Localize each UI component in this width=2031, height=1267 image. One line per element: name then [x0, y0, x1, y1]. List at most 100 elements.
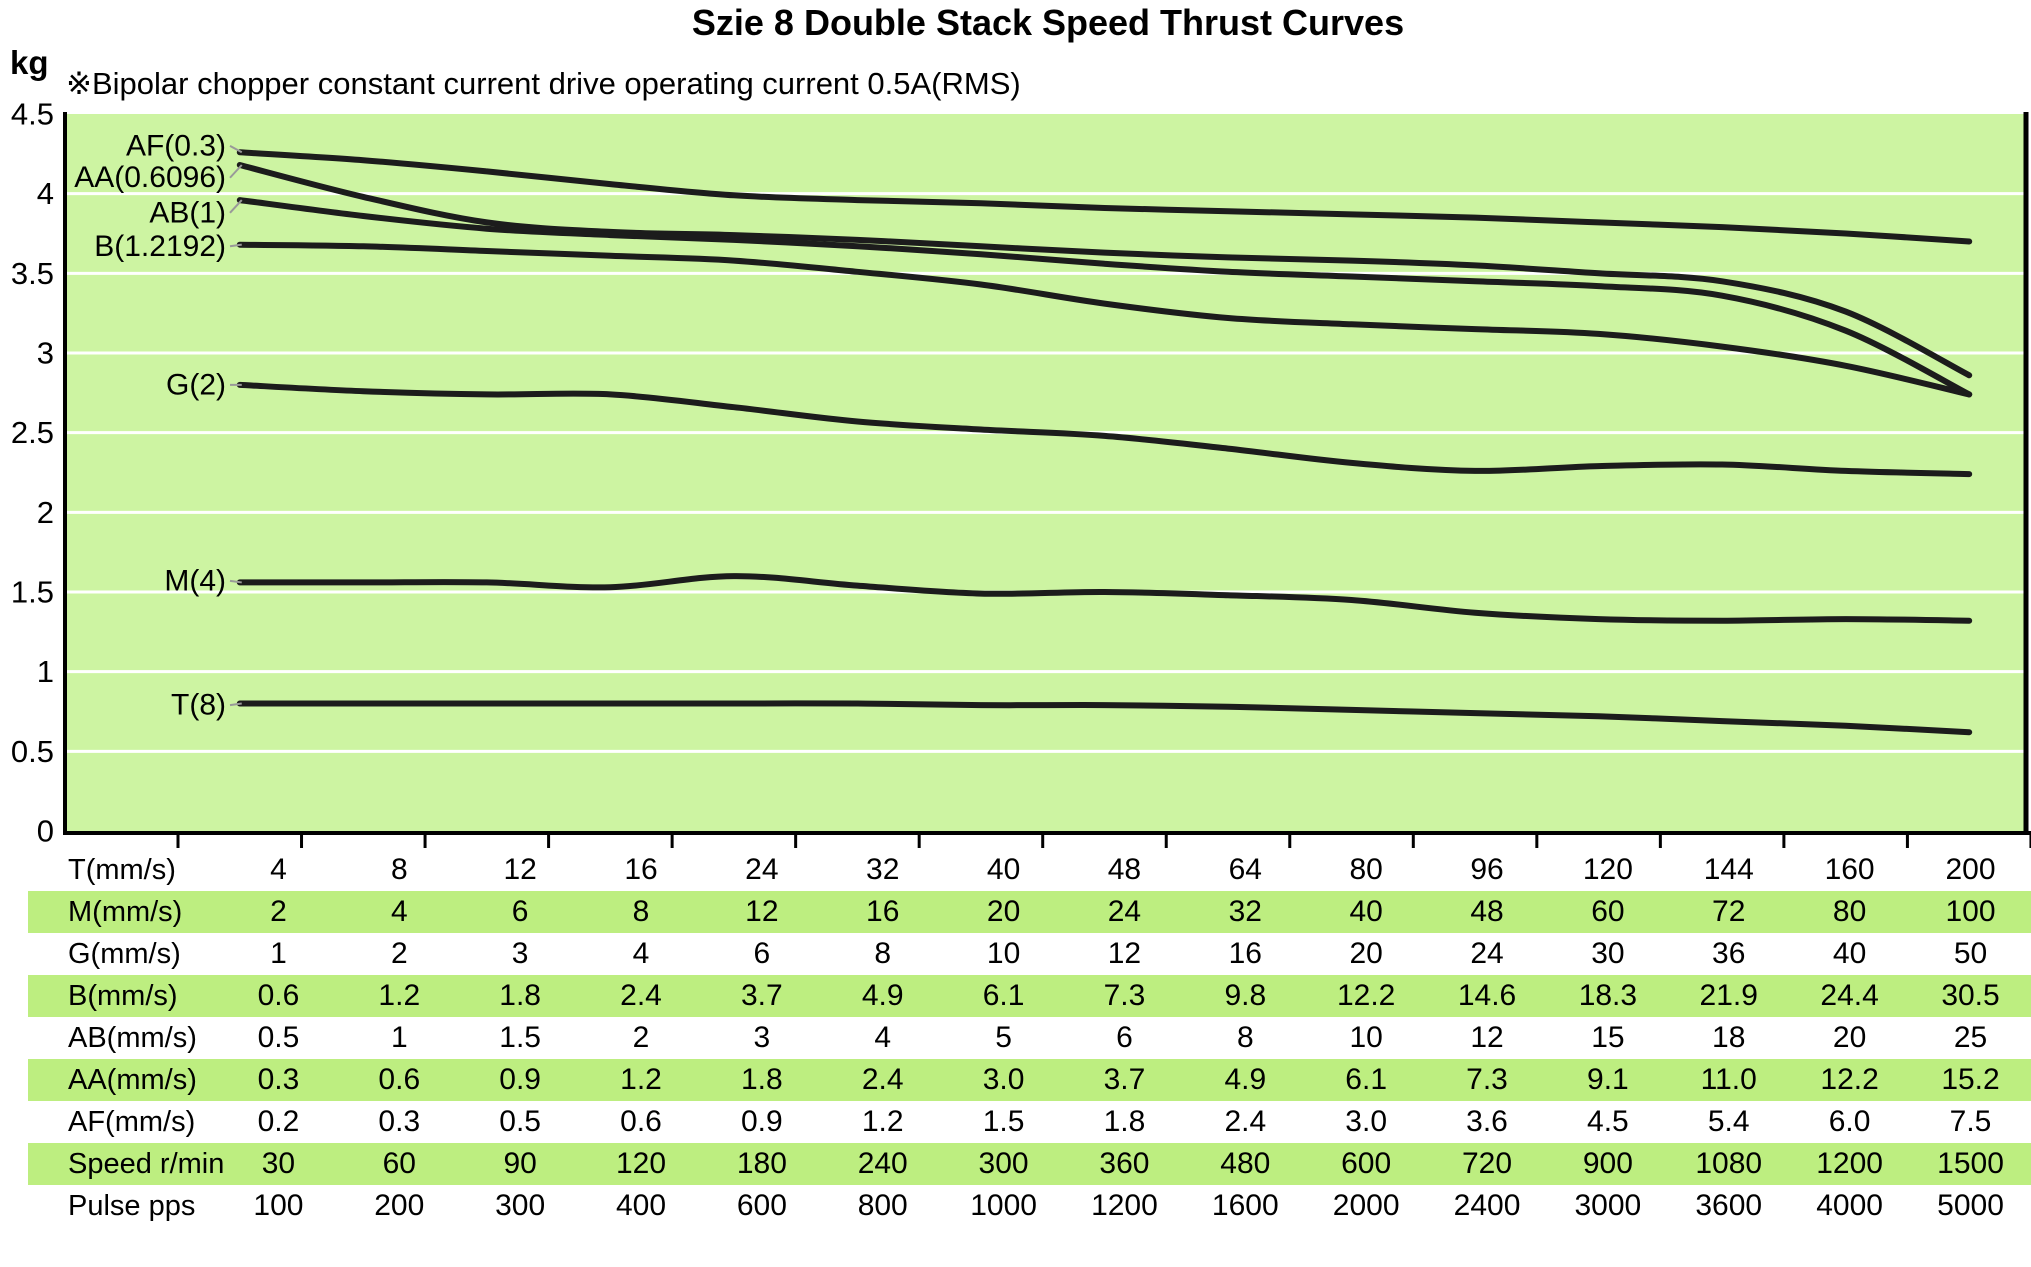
- cell-g-mm-s-col3: 3: [511, 937, 529, 970]
- cell-pulse-pps-col1: 100: [253, 1189, 304, 1222]
- cell-speed-r-min-col13: 1080: [1695, 1147, 1763, 1180]
- cell-pulse-pps-col2: 200: [374, 1189, 425, 1222]
- cell-b-mm-s-col6: 4.9: [861, 979, 904, 1012]
- cell-speed-r-min-col10: 600: [1341, 1147, 1392, 1180]
- cell-pulse-pps-col15: 5000: [1937, 1189, 2004, 1222]
- cell-speed-r-min-col1: 30: [261, 1147, 296, 1180]
- y-axis-unit-label: kg: [10, 44, 49, 81]
- cell-af-mm-s-col2: 0.3: [378, 1105, 421, 1138]
- cell-b-mm-s-col15: 30.5: [1941, 979, 2000, 1012]
- cell-m-mm-s-col6: 16: [866, 895, 900, 928]
- cell-m-mm-s-col7: 20: [986, 895, 1021, 928]
- cell-aa-mm-s-col1: 0.3: [257, 1063, 300, 1096]
- cell-g-mm-s-col10: 20: [1349, 937, 1383, 970]
- table-row-ab-mm-s: AB(mm/s) 0.5 1 1.5 2 3 4 5 6 8 10 12 15 18 20 25: [28, 1017, 2031, 1059]
- cell-b-mm-s-col5: 3.7: [741, 979, 783, 1012]
- y-tick-label-0-5: 0.5: [11, 734, 54, 769]
- cell-af-mm-s-col3: 0.5: [499, 1105, 541, 1138]
- cell-aa-mm-s-col12: 9.1: [1587, 1063, 1629, 1096]
- leader-line-ab-1: [229, 199, 243, 214]
- cell-pulse-pps-col8: 1200: [1091, 1189, 1158, 1222]
- leader-line-b-1-2192: [229, 243, 242, 248]
- cell-aa-mm-s-col6: 2.4: [861, 1063, 904, 1096]
- cell-g-mm-s-col7: 10: [986, 937, 1021, 970]
- cell-ab-mm-s-col2: 1: [390, 1021, 408, 1054]
- table-row-af-mm-s: AF(mm/s) 0.2 0.3 0.5 0.6 0.9 1.2 1.5 1.8 2.4 3.0 3.…: [28, 1101, 2031, 1143]
- cell-speed-r-min-col5: 180: [736, 1147, 787, 1180]
- table-row-aa-mm-s: AA(mm/s) 0.3 0.6 0.9 1.2 1.8 2.4 3.0 3.7 4.9 6.1 7.…: [28, 1059, 2031, 1101]
- cell-t-mm-s-col8: 48: [1107, 853, 1142, 886]
- table-row-b-mm-s: B(mm/s) 0.6 1.2 1.8 2.4 3.7 4.9 6.1 7.3 9.8 12.2 14…: [28, 975, 2031, 1017]
- cell-g-mm-s-col6: 8: [874, 937, 892, 970]
- cell-m-mm-s-col8: 24: [1107, 895, 1142, 928]
- cell-ab-mm-s-col11: 12: [1470, 1021, 1504, 1054]
- table-row-t-mm-s: T(mm/s) 4 8 12 16 24 32 40 48 64 80 96 120 144 160 200: [28, 849, 2031, 891]
- row-label-b-mm-s: B(mm/s): [68, 979, 178, 1012]
- cell-ab-mm-s-col14: 20: [1832, 1021, 1867, 1054]
- row-label-g-mm-s: G(mm/s): [68, 937, 181, 970]
- curve-g-2: [236, 381, 1973, 478]
- y-tick-label-0: 0: [37, 814, 54, 849]
- cell-aa-mm-s-col3: 0.9: [499, 1063, 541, 1096]
- cell-speed-r-min-col14: 1200: [1816, 1147, 1883, 1180]
- cell-g-mm-s-col4: 4: [632, 937, 650, 970]
- cell-b-mm-s-col3: 1.8: [499, 979, 541, 1012]
- cell-m-mm-s-col1: 2: [270, 895, 287, 928]
- cell-g-mm-s-col13: 36: [1712, 937, 1746, 970]
- curve-aa-0-6096: [236, 162, 1973, 379]
- cell-b-mm-s-col13: 21.9: [1699, 979, 1758, 1012]
- cell-pulse-pps-col3: 300: [495, 1189, 546, 1222]
- cell-b-mm-s-col4: 2.4: [620, 979, 662, 1012]
- cell-g-mm-s-col2: 2: [390, 937, 408, 970]
- curve-m-4: [236, 573, 1973, 624]
- cell-t-mm-s-col10: 80: [1349, 853, 1383, 886]
- cell-g-mm-s-col8: 12: [1107, 937, 1142, 970]
- cell-ab-mm-s-col4: 2: [632, 1021, 650, 1054]
- cell-speed-r-min-col11: 720: [1461, 1147, 1513, 1180]
- y-tick-label-3-5: 3.5: [11, 256, 54, 291]
- cell-t-mm-s-col9: 64: [1228, 853, 1262, 886]
- cell-t-mm-s-col6: 32: [866, 853, 900, 886]
- cell-pulse-pps-col10: 2000: [1332, 1189, 1400, 1222]
- cell-speed-r-min-col7: 300: [978, 1147, 1029, 1180]
- cell-t-mm-s-col1: 4: [270, 853, 287, 886]
- cell-pulse-pps-col13: 3600: [1695, 1189, 1763, 1222]
- cell-t-mm-s-col13: 144: [1703, 853, 1754, 886]
- cell-m-mm-s-col9: 32: [1228, 895, 1262, 928]
- cell-t-mm-s-col3: 12: [503, 853, 537, 886]
- row-label-pulse-pps: Pulse pps: [68, 1189, 196, 1222]
- cell-speed-r-min-col15: 1500: [1937, 1147, 2004, 1180]
- cell-m-mm-s-col5: 12: [745, 895, 779, 928]
- y-tick-label-1-5: 1.5: [11, 575, 54, 610]
- cell-speed-r-min-col4: 120: [615, 1147, 667, 1180]
- cell-speed-r-min-col6: 240: [857, 1147, 908, 1180]
- y-tick-label-1: 1: [37, 654, 54, 689]
- cell-af-mm-s-col4: 0.6: [620, 1105, 662, 1138]
- row-label-m-mm-s: M(mm/s): [68, 895, 183, 928]
- row-label-af-mm-s: AF(mm/s): [68, 1105, 196, 1138]
- row-label-ab-mm-s: AB(mm/s): [68, 1021, 197, 1054]
- cell-g-mm-s-col1: 1: [270, 937, 287, 970]
- cell-aa-mm-s-col14: 12.2: [1820, 1063, 1879, 1096]
- cell-pulse-pps-col4: 400: [615, 1189, 667, 1222]
- cell-aa-mm-s-col10: 6.1: [1345, 1063, 1388, 1096]
- cell-af-mm-s-col6: 1.2: [861, 1105, 904, 1138]
- curve-label-af-0-3: AF(0.3): [126, 129, 226, 162]
- cell-g-mm-s-col5: 6: [753, 937, 771, 970]
- cell-t-mm-s-col7: 40: [986, 853, 1021, 886]
- cell-b-mm-s-col1: 0.6: [257, 979, 300, 1012]
- cell-g-mm-s-col9: 16: [1228, 937, 1262, 970]
- cell-af-mm-s-col7: 1.5: [982, 1105, 1025, 1138]
- cell-af-mm-s-col14: 6.0: [1828, 1105, 1871, 1138]
- cell-t-mm-s-col14: 160: [1824, 853, 1875, 886]
- plot-background: [67, 114, 2028, 833]
- cell-af-mm-s-col11: 3.6: [1466, 1105, 1508, 1138]
- curve-ab-1: [236, 197, 1973, 398]
- cell-af-mm-s-col8: 1.8: [1103, 1105, 1146, 1138]
- leader-line-aa-0-6096: [229, 164, 243, 179]
- cell-aa-mm-s-col9: 4.9: [1224, 1063, 1267, 1096]
- table-row-m-mm-s: M(mm/s) 2 4 6 8 12 16 20 24 32 40 48 60 72 80 100: [28, 891, 2031, 933]
- table-row-speed-r-min: Speed r/min 30 60 90 120 180 240 300 360 480 600 72…: [28, 1143, 2031, 1185]
- curve-b-1-2192: [236, 241, 1973, 398]
